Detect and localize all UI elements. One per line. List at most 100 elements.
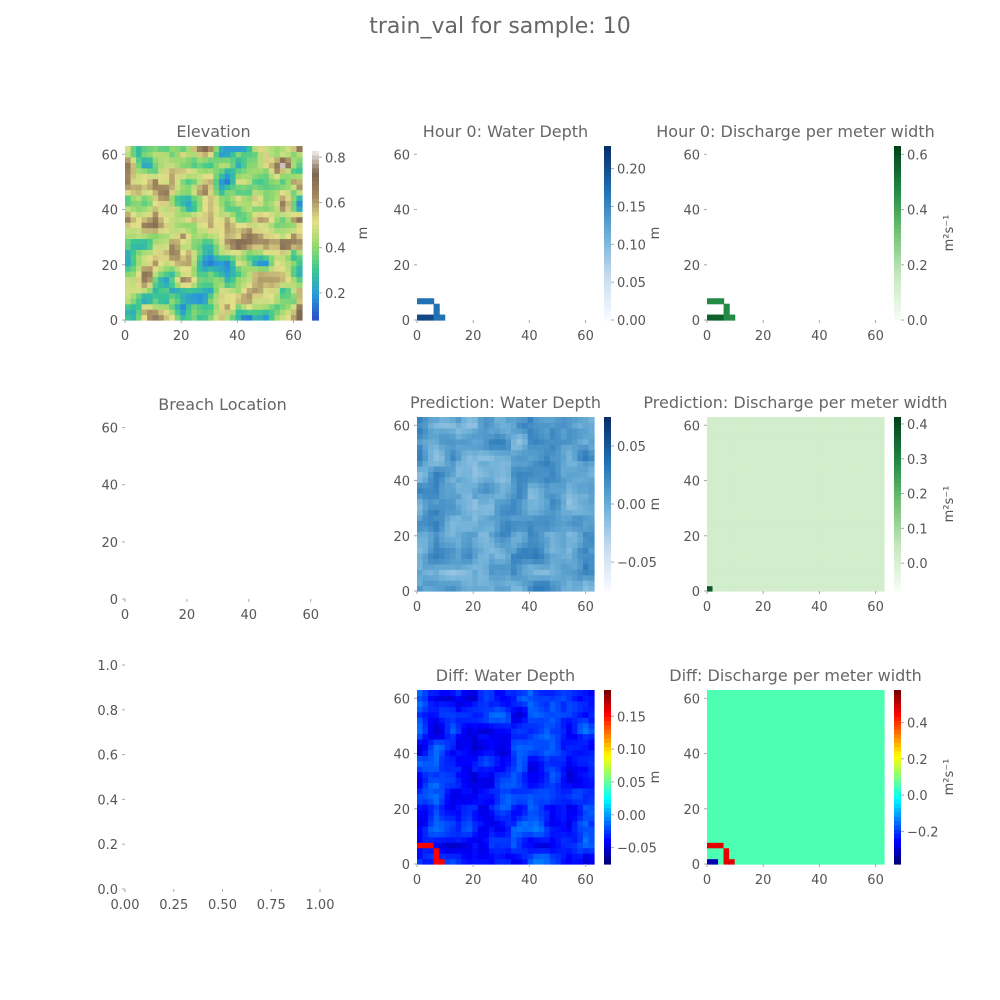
heatmap-cell [767, 493, 774, 500]
heatmap-cell [505, 690, 512, 697]
heatmap-cell [582, 777, 590, 784]
subplot-title: Hour 0: Discharge per meter width [656, 122, 934, 141]
heatmap-cell [707, 563, 714, 570]
heatmap-cell [751, 733, 758, 740]
heatmap-cell [444, 733, 451, 740]
heatmap-cell [856, 552, 863, 559]
heatmap-cell [488, 498, 496, 505]
heatmap-cell [867, 504, 874, 511]
heatmap-cell [729, 427, 736, 434]
colorbar: −0.050.000.050.100.15m [604, 690, 663, 865]
heatmap-cell [740, 585, 747, 592]
heatmap-cell [499, 536, 507, 543]
heatmap-cell [461, 444, 468, 451]
heatmap-cell [433, 514, 440, 521]
heatmap-cell [455, 569, 462, 576]
heatmap-cell [812, 460, 819, 467]
heatmap-cell [499, 744, 507, 751]
heatmap-cell [422, 782, 429, 789]
heatmap-cell [433, 563, 440, 570]
heatmap-cell [141, 194, 148, 201]
heatmap-cell [224, 162, 231, 169]
heatmap-cell [488, 820, 496, 827]
heatmap-cell [516, 771, 523, 778]
heatmap-cell [505, 427, 512, 434]
x-tick-label: 0.00 [111, 898, 140, 913]
heatmap-cell [279, 309, 287, 316]
heatmap-cell [729, 700, 736, 707]
heatmap-cell [522, 815, 529, 822]
heatmap-cell [224, 216, 231, 223]
heatmap-cell [439, 493, 446, 500]
heatmap-cell [823, 531, 830, 538]
heatmap-cell [712, 563, 719, 570]
heatmap-cell [718, 552, 725, 559]
heatmap-cell [455, 858, 462, 865]
heatmap-cell [466, 580, 473, 587]
heatmap-cell [555, 804, 562, 811]
heatmap-cell [499, 422, 507, 429]
heatmap-cell [839, 585, 846, 592]
heatmap-cell [740, 787, 747, 794]
heatmap-cell [494, 853, 501, 860]
heatmap-cell [801, 422, 808, 429]
heatmap-cell [588, 542, 595, 549]
heatmap-cell [751, 777, 758, 784]
heatmap-cell [417, 449, 424, 456]
heatmap-cell [538, 777, 545, 784]
heatmap-cell [450, 520, 457, 527]
heatmap-cell [767, 580, 774, 587]
heatmap-cell [549, 422, 556, 429]
heatmap-cell [488, 422, 496, 429]
heatmap-cell [571, 728, 579, 735]
heatmap-cell [279, 292, 287, 299]
heatmap-cell [224, 194, 231, 201]
heatmap-cell [511, 711, 518, 718]
heatmap-cell [577, 493, 584, 500]
heatmap-cell [560, 820, 567, 827]
heatmap-cell [125, 205, 132, 212]
heatmap-cell [516, 465, 523, 472]
heatmap-cell [718, 563, 725, 570]
heatmap-cell [246, 249, 253, 256]
heatmap-cell [152, 298, 159, 305]
heatmap-cell [734, 509, 741, 516]
heatmap-cell [588, 842, 595, 849]
heatmap-cell [483, 531, 490, 538]
heatmap-cell [516, 804, 523, 811]
heatmap-cell [433, 460, 440, 467]
heatmap-cell [745, 733, 752, 740]
heatmap-cell [817, 547, 824, 554]
heatmap-cell [257, 254, 264, 261]
heatmap-cell [544, 547, 551, 554]
heatmap-cell [533, 460, 540, 467]
heatmap-cell [527, 744, 534, 751]
subplot-title: Elevation [176, 122, 250, 141]
heatmap-cell [538, 798, 545, 805]
colorbar-swatch [894, 289, 901, 295]
heatmap-cell [555, 787, 562, 794]
heatmap-cell [191, 189, 198, 196]
heatmap-cell [252, 162, 259, 169]
heatmap-cell [163, 281, 170, 288]
heatmap-cell [789, 558, 797, 565]
heatmap-cell [422, 815, 429, 822]
heatmap-cell [828, 427, 835, 434]
heatmap-cell [494, 509, 501, 516]
heatmap-cell [773, 449, 780, 456]
heatmap-cell [582, 580, 590, 587]
heatmap-cell [235, 281, 242, 288]
heatmap-cell [549, 536, 556, 543]
heatmap-cell [483, 820, 490, 827]
heatmap-cell [444, 558, 451, 565]
colorbar-swatch [604, 508, 611, 514]
heatmap-cell [784, 504, 791, 511]
heatmap-cell [789, 465, 797, 472]
heatmap-cell [130, 287, 137, 294]
heatmap-cell [494, 444, 501, 451]
heatmap-cell [834, 455, 841, 462]
heatmap-cell [756, 525, 763, 532]
heatmap-cell [494, 782, 501, 789]
heatmap-cell [130, 178, 137, 185]
heatmap-cell [723, 536, 730, 543]
